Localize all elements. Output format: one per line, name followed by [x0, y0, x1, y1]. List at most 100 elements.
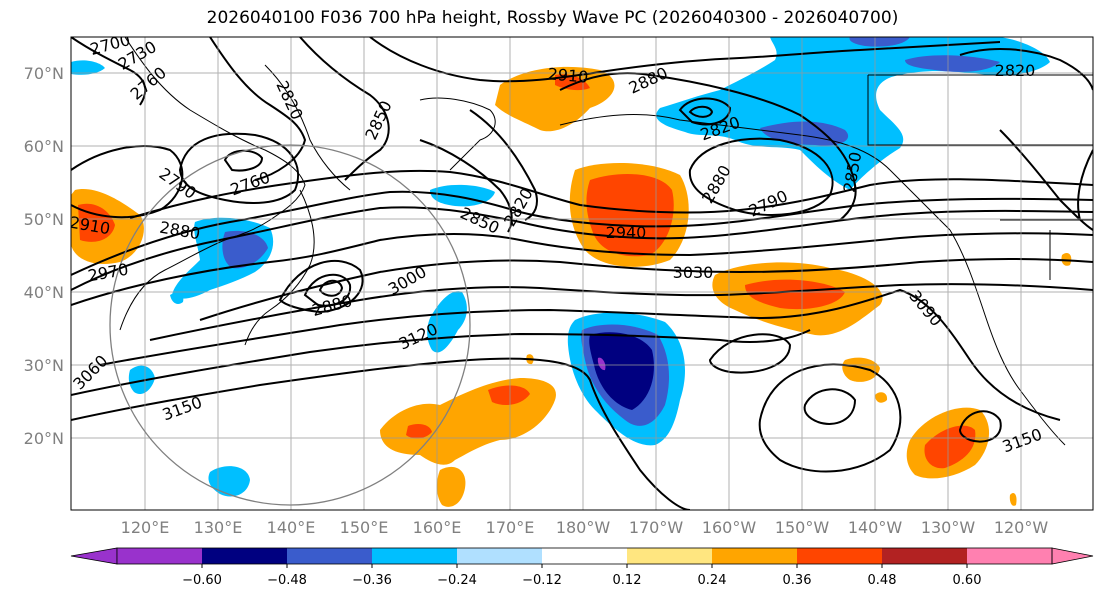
colorbar-segment — [117, 548, 202, 564]
negative-anomaly-deep — [589, 332, 654, 410]
contour-line — [71, 232, 1093, 306]
contour-line — [803, 388, 857, 425]
colorbar-segment — [627, 548, 712, 564]
longitude-label: 160°W — [702, 518, 757, 537]
positive-anomaly-region — [436, 466, 466, 507]
negative-anomaly-core — [849, 37, 910, 47]
colorbar-segment — [882, 548, 967, 564]
latitude-label: 70°N — [24, 64, 64, 83]
negative-anomaly-region — [170, 292, 184, 304]
colorbar-segment — [372, 548, 457, 564]
colorbar-extend-min — [70, 547, 118, 565]
latitude-label: 50°N — [24, 210, 64, 229]
coastline — [949, 229, 1066, 446]
longitude-label: 180°W — [556, 518, 611, 537]
longitude-label: 170°E — [486, 518, 535, 537]
contour-line — [1077, 149, 1093, 221]
reference-circle — [109, 144, 471, 506]
contour-line — [178, 132, 300, 204]
longitude-label: 130°E — [194, 518, 243, 537]
contour-line — [959, 48, 1093, 91]
contour-line — [999, 129, 1093, 231]
positive-anomaly-core — [745, 279, 845, 310]
contour-line — [469, 109, 538, 221]
negative-anomaly-region — [656, 37, 1050, 190]
colorbar-segment — [967, 548, 1052, 564]
colorbar-tick-label: 0.12 — [613, 573, 642, 588]
height-contours — [71, 37, 1093, 510]
contour-label: 2940 — [606, 223, 647, 242]
colorbar-segment — [797, 548, 882, 564]
contour-line — [278, 259, 364, 314]
contour-line — [299, 37, 390, 181]
negative-anomaly-region — [208, 466, 250, 497]
longitude-label: 170°W — [629, 518, 684, 537]
latitude-label: 40°N — [24, 283, 64, 302]
colorbar-extend-max — [1051, 547, 1094, 565]
coastline — [867, 75, 1093, 146]
negative-anomaly-core — [905, 55, 1000, 72]
contour-line — [708, 333, 792, 374]
contour-line — [71, 329, 811, 396]
longitude-label: 150°E — [340, 518, 389, 537]
positive-anomaly-core — [555, 74, 590, 91]
contour-line — [758, 363, 902, 473]
colorbar-segment — [542, 548, 627, 564]
longitude-label: 150°W — [775, 518, 830, 537]
contour-line — [71, 357, 691, 510]
map-title: 2026040100 F036 700 hPa height, Rossby W… — [206, 8, 899, 28]
colorbar-tick-label: −0.60 — [182, 573, 222, 588]
contour-line — [678, 97, 732, 126]
colorbar-segment — [202, 548, 287, 564]
coastlines — [119, 37, 1093, 446]
positive-anomaly-core — [406, 424, 432, 439]
colorbar-ticks: −0.60 −0.48 −0.36 −0.24 −0.12 0.12 0.24 0.36 0.4… — [182, 564, 981, 588]
positive-anomaly-region — [842, 357, 880, 382]
contour-line — [369, 37, 1001, 83]
contour-line — [129, 169, 1093, 219]
contour-line — [688, 137, 834, 216]
coastline — [559, 114, 951, 231]
colorbar-segment — [712, 548, 797, 564]
positive-anomaly-region — [875, 392, 888, 403]
contour-line — [958, 410, 1002, 443]
longitude-label: 140°W — [848, 518, 903, 537]
negative-anomaly-core — [222, 230, 268, 269]
positive-anomaly-core — [488, 385, 530, 406]
contour-line — [223, 149, 264, 172]
negative-anomaly-region — [128, 365, 155, 395]
colorbar-tick-label: −0.48 — [267, 573, 307, 588]
positive-anomaly-core — [78, 203, 115, 242]
longitude-labels: 120°E 130°E 140°E 150°E 160°E 170°E 180°W 170°W… — [121, 518, 1049, 537]
longitude-label: 120°E — [121, 518, 170, 537]
graticule — [71, 37, 1093, 510]
colorbar-tick-label: −0.12 — [522, 573, 562, 588]
colorbar-tick-label: −0.24 — [437, 573, 477, 588]
colorbar-tick-label: 0.60 — [953, 573, 982, 588]
coastline — [119, 37, 306, 331]
negative-anomaly-region — [71, 60, 105, 75]
longitude-label: 120°W — [994, 518, 1049, 537]
contour-label: 2820 — [995, 61, 1036, 80]
colorbar-segment — [457, 548, 542, 564]
contour-line — [149, 283, 1093, 341]
latitude-label: 20°N — [24, 429, 64, 448]
colorbar — [70, 547, 1094, 565]
latitude-labels: 70°N 60°N 50°N 40°N 30°N 20°N — [24, 64, 64, 448]
colorbar-segment — [287, 548, 372, 564]
longitude-label: 140°E — [267, 518, 316, 537]
colorbar-tick-label: 0.36 — [783, 573, 812, 588]
longitude-label: 160°E — [413, 518, 462, 537]
latitude-label: 60°N — [24, 137, 64, 156]
contour-label: 3030 — [673, 263, 714, 282]
contour-label: 2910 — [547, 64, 589, 86]
coastline — [244, 189, 315, 346]
colorbar-tick-label: −0.36 — [352, 573, 392, 588]
map-frame — [70, 36, 1094, 511]
positive-anomaly-region — [1009, 493, 1017, 506]
colorbar-tick-label: 0.24 — [698, 573, 727, 588]
contour-line — [199, 258, 1093, 321]
negative-anomaly-extreme — [597, 357, 606, 371]
colorbar-outline — [116, 547, 1053, 565]
contour-line — [688, 105, 714, 118]
